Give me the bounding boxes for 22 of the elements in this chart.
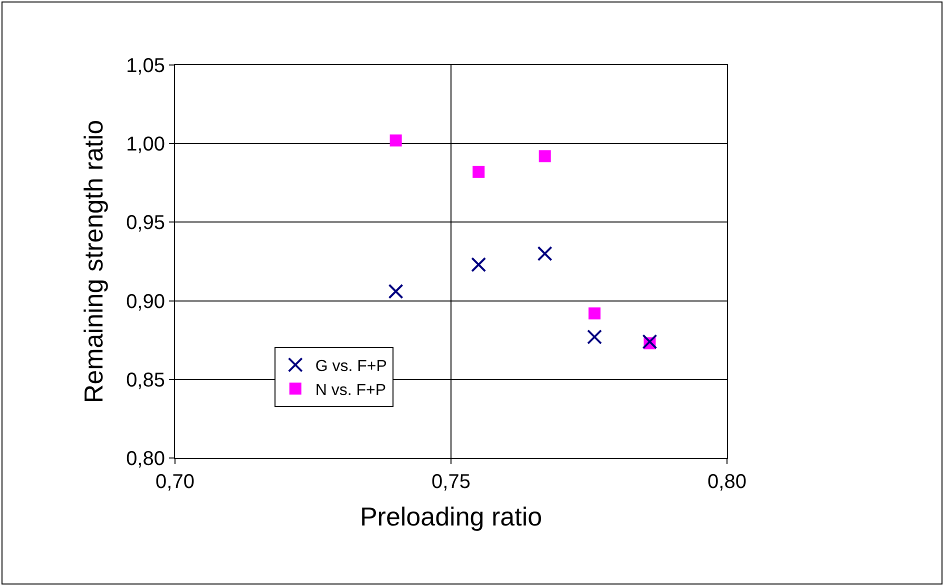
y-tick-label: 0,85 bbox=[126, 369, 165, 392]
point bbox=[472, 166, 485, 178]
point bbox=[587, 329, 602, 344]
point bbox=[538, 150, 551, 162]
legend-label: N vs. F+P bbox=[315, 382, 386, 399]
point bbox=[390, 134, 402, 146]
y-tick-label: 0,90 bbox=[126, 290, 165, 313]
point bbox=[388, 284, 404, 299]
y-tick-label: 0,95 bbox=[126, 212, 165, 234]
point bbox=[588, 307, 601, 320]
legend-label: G vs. F+P bbox=[315, 358, 387, 376]
x-tick-label: 0,75 bbox=[432, 471, 470, 493]
y-axis-title: Remaining strength ratio bbox=[78, 120, 108, 404]
x-axis-title: Preloading ratio bbox=[360, 502, 542, 532]
y-tick-label: 1,05 bbox=[126, 55, 165, 77]
point bbox=[471, 257, 486, 272]
x-tick-label: 0,70 bbox=[156, 471, 194, 493]
point bbox=[537, 246, 552, 262]
point bbox=[642, 334, 658, 350]
x-tick-label: 0,80 bbox=[708, 471, 746, 493]
y-tick-label: 1,00 bbox=[126, 134, 165, 156]
y-tick-label: 0,80 bbox=[126, 448, 165, 470]
